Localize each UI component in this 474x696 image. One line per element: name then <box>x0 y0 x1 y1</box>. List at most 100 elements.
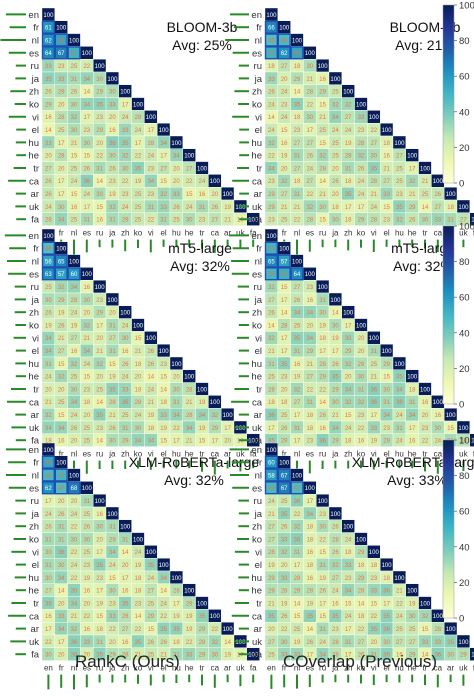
cell-value: 23 <box>135 601 142 607</box>
col-label: he <box>185 664 194 673</box>
cell-value: 16 <box>383 154 390 160</box>
cell-value: 100 <box>279 461 290 467</box>
cell-value: 58 <box>268 473 275 479</box>
cell-value: 26 <box>281 426 288 432</box>
col-label: nl <box>71 229 77 238</box>
cell-value: 27 <box>306 141 313 147</box>
highlight-box <box>264 33 279 47</box>
cell-value: 27 <box>396 640 403 646</box>
cell-value: 21 <box>294 205 301 211</box>
cell-value: 33 <box>294 653 301 659</box>
cell-value: 22 <box>45 640 52 646</box>
cell-value: 17 <box>96 323 103 329</box>
col-label: nl <box>294 664 300 673</box>
row-label: ja <box>31 295 40 306</box>
col-label: en <box>267 664 276 673</box>
cell-value: 28 <box>71 298 78 304</box>
cell-value: 34 <box>173 154 180 160</box>
cell-value: 36 <box>294 537 301 543</box>
cell-value: 36 <box>434 653 441 659</box>
cell-value: 30 <box>96 192 103 198</box>
cell-value: 23 <box>383 426 390 432</box>
cell-value: 31 <box>306 400 313 406</box>
cell-value: 17 <box>211 439 218 445</box>
cell-value: 16 <box>358 439 365 445</box>
cell-value: 34 <box>332 426 339 432</box>
row-label: es <box>29 48 39 59</box>
highlight-box <box>54 254 68 268</box>
cell-value: 28 <box>45 218 52 224</box>
row-label: tr <box>256 164 262 175</box>
cell-value: 16 <box>306 550 313 556</box>
cell-value: 100 <box>69 259 80 265</box>
cell-value: 100 <box>120 311 131 317</box>
cell-value: 20 <box>96 375 103 381</box>
cell-value: 100 <box>184 154 195 160</box>
cell-value: 30 <box>58 205 65 211</box>
col-label: ja <box>108 664 116 673</box>
col-label: ru <box>96 664 103 673</box>
colorbar-tick-label: 0 <box>459 179 464 190</box>
cell-value: 51 <box>268 247 275 253</box>
cell-value: 25 <box>332 90 339 96</box>
col-label: ca <box>434 229 443 238</box>
cell-value: 18 <box>306 537 313 543</box>
cell-value: 29 <box>294 589 301 595</box>
cell-value: 36 <box>58 550 65 556</box>
cell-value: 19 <box>294 375 301 381</box>
cell-value: 64 <box>45 51 52 57</box>
cell-value: 20 <box>135 375 142 381</box>
row-label: ca <box>29 397 40 408</box>
cell-value: 15 <box>281 128 288 134</box>
cell-value: 29 <box>319 90 326 96</box>
cell-value: 27 <box>186 166 193 172</box>
colorbar-tick-label: 80 <box>459 471 470 482</box>
cell-value: 51 <box>268 51 275 57</box>
cell-value: 32 <box>268 285 275 291</box>
cell-value: 31 <box>147 205 154 211</box>
cell-value: 26 <box>45 90 52 96</box>
cell-value: 31 <box>58 525 65 531</box>
cell-value: 29 <box>345 349 352 355</box>
row-label: uk <box>252 202 262 213</box>
cell-value: 22 <box>147 218 154 224</box>
col-label: ko <box>134 450 143 459</box>
cell-value: 24 <box>122 375 129 381</box>
row-label: el <box>32 125 39 136</box>
cell-value: 28 <box>281 589 288 595</box>
cell-value: 30 <box>109 154 116 160</box>
heatmap-cell <box>469 647 474 661</box>
col-label: ru <box>319 450 326 459</box>
row-label: uk <box>29 423 39 434</box>
cell-value: 100 <box>43 13 54 19</box>
cell-value: 32 <box>268 141 275 147</box>
cell-value: 30 <box>83 298 90 304</box>
col-label: vi <box>148 664 154 673</box>
row-label: nl <box>32 36 39 47</box>
colorbar-tick-label: 80 <box>459 36 470 47</box>
cell-value: 33 <box>434 640 441 646</box>
cell-value: 100 <box>292 259 303 265</box>
col-label: es <box>83 664 91 673</box>
cell-value: 15 <box>345 413 352 419</box>
cell-value: 36 <box>383 627 390 633</box>
cell-value: 15 <box>160 375 167 381</box>
col-label: ar <box>224 229 231 238</box>
cell-value: 29 <box>332 387 339 393</box>
cell-value: 15 <box>71 192 78 198</box>
cell-value: 18 <box>294 115 301 121</box>
cell-value: 19 <box>58 311 65 317</box>
cell-value: 15 <box>58 362 65 368</box>
highlight-box <box>54 46 68 60</box>
cell-value: 20 <box>45 154 52 160</box>
cell-value: 100 <box>235 426 246 432</box>
cell-value: 20 <box>224 439 231 445</box>
cell-value: 100 <box>279 26 290 32</box>
cell-value: 19 <box>199 426 206 432</box>
col-label: el <box>160 664 166 673</box>
cell-value: 100 <box>433 400 444 406</box>
cell-value: 15 <box>319 102 326 108</box>
cell-value: 24 <box>345 426 352 432</box>
cell-value: 24 <box>147 576 154 582</box>
cell-value: 100 <box>266 448 277 454</box>
